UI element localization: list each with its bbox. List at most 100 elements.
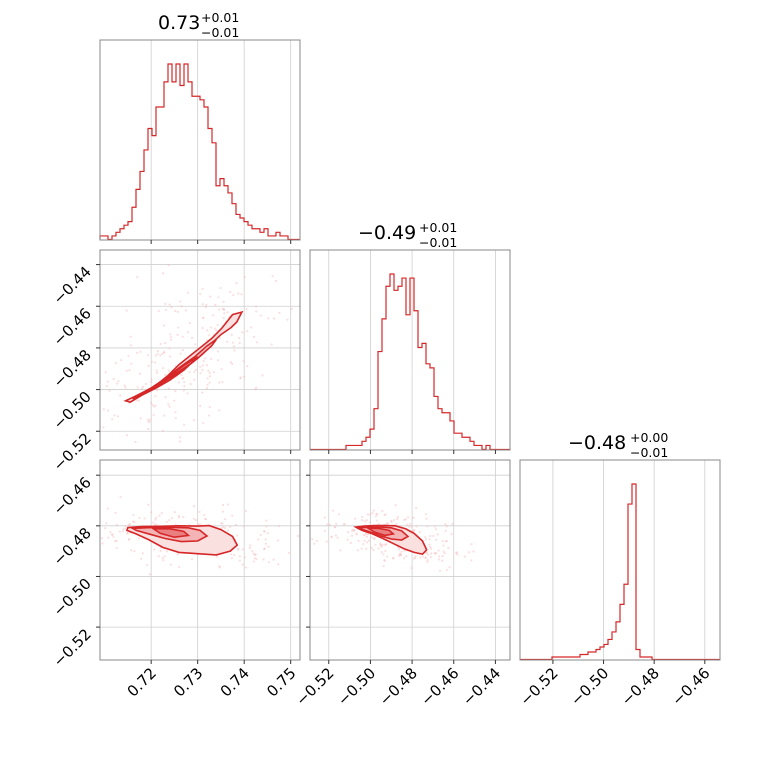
sample-point <box>177 514 180 518</box>
sample-point <box>122 529 125 532</box>
sample-point <box>157 555 160 558</box>
sample-point <box>186 291 190 294</box>
sample-point <box>229 290 232 294</box>
sample-point <box>390 520 393 524</box>
sample-point <box>139 417 142 420</box>
sample-point <box>102 426 105 429</box>
sample-point <box>290 307 294 310</box>
sample-point <box>118 530 121 533</box>
sample-point <box>442 550 445 553</box>
sample-point <box>162 367 165 370</box>
sample-point <box>207 414 211 417</box>
hist-panel-0-bg <box>100 40 300 240</box>
sample-point <box>161 429 164 432</box>
title-param-1-lower: −0.01 <box>419 235 457 250</box>
sample-point <box>126 531 129 535</box>
sample-point <box>381 509 384 513</box>
sample-point <box>436 533 439 536</box>
sample-point <box>218 381 221 384</box>
sample-point <box>133 550 136 553</box>
sample-point <box>383 513 386 517</box>
sample-point <box>262 548 266 551</box>
sample-point <box>136 386 139 389</box>
sample-point <box>448 566 451 569</box>
sample-point <box>231 362 234 365</box>
sample-point <box>174 310 177 313</box>
sample-point <box>156 389 159 392</box>
x-tick-label-param-0-0: 0.72 <box>124 664 160 700</box>
sample-point <box>157 309 160 313</box>
sample-point <box>407 525 411 528</box>
panels-layer: 0.72 0.73 0.74 0.75−0.52−0.50−0.48−0.46−0.4… <box>50 39 721 709</box>
sample-point <box>375 519 378 522</box>
sample-point <box>236 548 240 551</box>
sample-point <box>243 276 246 279</box>
sample-point <box>437 549 440 552</box>
sample-point <box>162 272 165 275</box>
sample-point <box>146 418 150 421</box>
sample-point <box>399 552 402 555</box>
sample-point <box>249 326 253 329</box>
sample-point <box>208 371 211 375</box>
sample-point <box>136 351 139 354</box>
sample-point <box>385 543 388 546</box>
x-tick-label-param-1-2: −0.48 <box>376 664 421 709</box>
sample-point <box>383 559 386 562</box>
sample-point <box>218 565 221 568</box>
sample-point <box>156 349 159 353</box>
sample-point <box>265 519 268 522</box>
sample-point <box>140 387 144 390</box>
sample-point <box>177 516 181 519</box>
x-tick-label-param-2-1: −0.50 <box>567 664 612 709</box>
hist-panel-1-frame <box>309 249 511 451</box>
sample-point <box>177 326 180 329</box>
sample-point <box>127 354 130 358</box>
sample-point <box>404 518 407 521</box>
sample-point <box>441 540 444 543</box>
sample-point <box>156 352 159 355</box>
y-tick-label-param-2-0: −0.52 <box>50 625 95 670</box>
sample-point <box>154 404 157 407</box>
sample-point <box>206 383 209 386</box>
sample-point <box>241 563 244 566</box>
sample-point <box>117 380 120 383</box>
sample-point <box>218 566 222 569</box>
sample-point <box>155 371 159 375</box>
sample-point <box>193 505 196 508</box>
sample-point <box>226 311 229 314</box>
sample-point <box>445 539 449 543</box>
hist-panel-0 <box>99 39 301 241</box>
sample-point <box>392 556 395 560</box>
sample-point <box>330 536 333 539</box>
sample-point <box>178 565 181 569</box>
sample-point <box>334 526 337 529</box>
sample-point <box>134 440 137 444</box>
sample-point <box>168 303 171 306</box>
sample-point <box>355 533 358 536</box>
sample-point <box>246 330 249 333</box>
sample-point <box>326 523 329 526</box>
sample-point <box>112 377 115 381</box>
sample-point <box>236 534 239 537</box>
sample-point <box>339 549 342 552</box>
sample-point <box>216 324 219 327</box>
sample-point <box>233 349 236 352</box>
sample-point <box>379 544 382 547</box>
sample-point <box>139 350 142 353</box>
sample-point <box>385 522 388 525</box>
sample-point <box>221 522 224 525</box>
sample-point <box>190 558 194 561</box>
sample-point <box>437 558 441 561</box>
sample-point <box>399 553 402 557</box>
sample-point <box>115 546 118 550</box>
sample-point <box>418 530 421 533</box>
sample-point <box>336 536 339 539</box>
sample-point <box>170 336 173 339</box>
sample-point <box>311 538 314 541</box>
sample-point <box>194 343 197 346</box>
sample-point <box>377 547 380 550</box>
sample-point <box>400 550 403 553</box>
sample-point <box>353 529 356 532</box>
sample-point <box>208 334 211 337</box>
sample-point <box>208 375 212 378</box>
